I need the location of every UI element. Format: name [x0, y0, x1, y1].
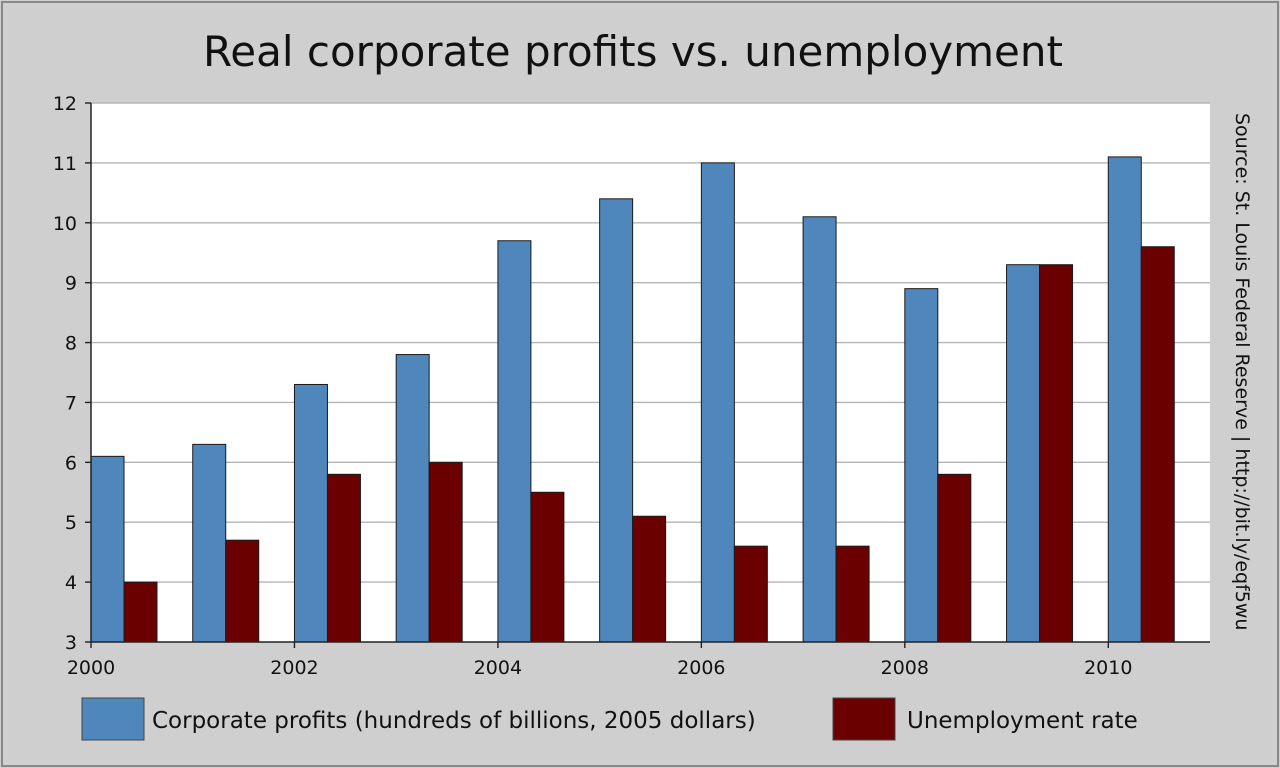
y-tick-label-4: 4: [65, 572, 77, 594]
x-tick-label-2008: 2008: [881, 657, 929, 679]
chart-title: Real corporate profits vs. unemployment: [203, 27, 1063, 76]
legend-label-unemployment: Unemployment rate: [907, 708, 1138, 734]
bar-profits-2004: [497, 240, 532, 643]
bar-profits-2000: [90, 455, 125, 643]
y-tick-label-12: 12: [53, 93, 77, 115]
legend-swatch-corporate-profits: [81, 697, 145, 741]
y-tick-label-9: 9: [65, 273, 77, 295]
bar-unemployment-2010: [1140, 246, 1175, 643]
legend-swatch-unemployment: [832, 697, 896, 741]
legend-label-corporate-profits: Corporate profits (hundreds of billions,…: [152, 708, 756, 734]
bar-profits-2009: [1006, 264, 1041, 643]
y-tick-label-10: 10: [53, 213, 77, 235]
bar-unemployment-2007: [835, 545, 870, 643]
bar-profits-2008: [904, 288, 939, 643]
bar-unemployment-2005: [632, 515, 667, 643]
bar-profits-2007: [802, 216, 837, 643]
bar-unemployment-2009: [1039, 264, 1074, 643]
source-note: Source: St. Louis Federal Reserve | http…: [1231, 113, 1253, 630]
bar-profits-2003: [395, 354, 430, 643]
bar-unemployment-2008: [937, 473, 972, 643]
bar-profits-2001: [192, 443, 227, 643]
x-tick-label-2004: 2004: [474, 657, 522, 679]
y-axis-ticks: 3 4 5 6 7 8 9 10 11 12: [53, 93, 91, 654]
x-tick-label-2010: 2010: [1084, 657, 1132, 679]
x-tick-label-2006: 2006: [677, 657, 725, 679]
y-tick-label-7: 7: [65, 392, 77, 414]
x-tick-label-2000: 2000: [67, 657, 115, 679]
bar-profits-2006: [700, 162, 735, 643]
legend: Corporate profits (hundreds of billions,…: [81, 697, 1138, 741]
bar-unemployment-2001: [225, 539, 260, 643]
bar-unemployment-2006: [733, 545, 768, 643]
bar-unemployment-2002: [326, 473, 361, 643]
bar-unemployment-2003: [428, 461, 463, 643]
y-tick-label-3: 3: [65, 632, 77, 654]
bars: [90, 156, 1175, 643]
y-tick-label-8: 8: [65, 333, 77, 355]
x-axis-ticks: 2000 2002 2004 2006 2008 2010: [67, 642, 1132, 679]
y-tick-label-6: 6: [65, 452, 77, 474]
y-tick-label-11: 11: [53, 153, 77, 175]
bar-profits-2002: [293, 383, 328, 643]
bar-unemployment-2004: [530, 491, 565, 643]
bar-profits-2010: [1107, 156, 1142, 643]
x-tick-label-2002: 2002: [270, 657, 318, 679]
bar-unemployment-2000: [123, 581, 158, 643]
bar-profits-2005: [599, 198, 634, 643]
y-tick-label-5: 5: [65, 512, 77, 534]
